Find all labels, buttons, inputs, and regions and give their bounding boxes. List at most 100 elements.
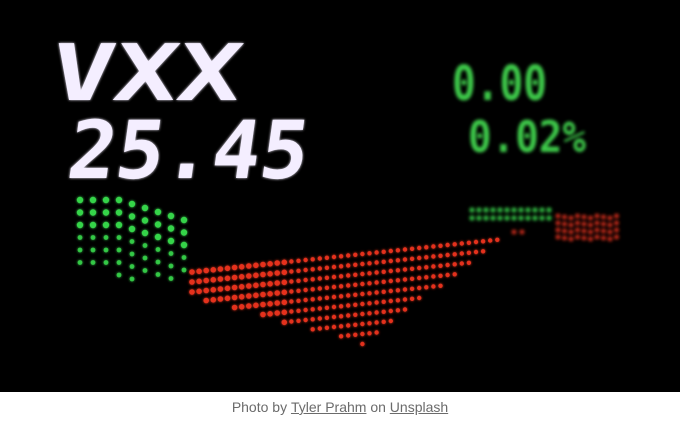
led-dot (180, 229, 188, 236)
led-dot (409, 286, 415, 291)
led-dot (360, 251, 365, 257)
led-dot (409, 266, 415, 271)
led-dot (116, 235, 122, 240)
led-dot (388, 278, 393, 284)
led-dot (317, 306, 322, 311)
led-dot (168, 263, 174, 269)
led-dot (203, 277, 209, 284)
led-dot (76, 196, 84, 204)
led-dot (129, 276, 135, 282)
led-dot (525, 215, 531, 221)
led-dot (324, 305, 330, 310)
led-dot (381, 259, 386, 264)
led-dot (231, 274, 238, 281)
led-dot (452, 262, 457, 267)
led-dot (568, 229, 574, 235)
led-dot (141, 217, 149, 224)
led-dot (103, 235, 109, 240)
led-dot (601, 228, 606, 234)
led-dot (260, 281, 266, 288)
led-dot (353, 262, 358, 267)
led-dot (360, 261, 365, 267)
led-dot (480, 249, 486, 254)
led-dot (89, 221, 97, 229)
led-dot (374, 250, 379, 255)
led-dot (555, 213, 561, 219)
led-dot (360, 271, 365, 277)
led-dot (601, 221, 606, 227)
led-dot (431, 254, 436, 259)
led-dot (575, 220, 580, 226)
led-dot (353, 282, 358, 287)
led-dot (438, 253, 443, 258)
led-dot (289, 259, 294, 264)
led-dot (374, 330, 379, 335)
led-dot (417, 265, 422, 271)
led-dot (338, 284, 344, 289)
led-dot (155, 259, 161, 265)
led-dot (129, 239, 135, 244)
led-dot (490, 207, 496, 213)
led-dot (167, 237, 175, 245)
led-dot (246, 273, 252, 279)
led-dot (381, 309, 386, 314)
led-dot (317, 296, 322, 301)
led-dot (167, 225, 175, 232)
led-dot (289, 319, 294, 324)
led-dot (224, 285, 231, 292)
led-dot (281, 309, 288, 316)
caption-middle: on (370, 399, 386, 415)
led-dot (115, 196, 123, 204)
led-dot (388, 298, 393, 304)
led-dot (367, 291, 372, 296)
led-dot (155, 272, 161, 277)
unsplash-link[interactable]: Unsplash (389, 399, 449, 415)
led-dot (331, 254, 337, 260)
led-dot (388, 258, 393, 264)
led-dot (142, 255, 148, 261)
led-dot (381, 289, 386, 294)
led-dot (353, 332, 358, 337)
led-dot (331, 304, 337, 310)
led-dot (324, 315, 330, 320)
led-dot (90, 247, 96, 253)
led-dot (274, 300, 281, 306)
led-dot (395, 258, 401, 263)
led-dot (431, 244, 436, 249)
ticker-symbol-and-price: VXX 25.45 (45, 28, 315, 197)
led-dot (289, 289, 294, 294)
led-dot (253, 272, 259, 279)
led-dot (452, 242, 457, 247)
led-dot (154, 208, 162, 216)
led-dot (374, 260, 379, 265)
led-dot (253, 292, 259, 299)
led-dot (331, 324, 337, 330)
led-dot (267, 261, 273, 267)
led-dot (77, 235, 83, 240)
led-dot (459, 241, 464, 246)
led-dot (424, 245, 429, 250)
led-dot (473, 249, 479, 255)
led-dot (260, 301, 266, 308)
author-link[interactable]: Tyler Prahm (290, 399, 367, 415)
led-dot (77, 260, 83, 265)
led-dot (141, 204, 149, 212)
led-dot (103, 260, 109, 265)
led-dot (310, 267, 315, 272)
led-dot (274, 260, 281, 266)
led-dot (532, 215, 538, 221)
led-dot (281, 299, 288, 306)
led-dot (89, 209, 97, 216)
led-dot (281, 269, 288, 276)
led-dot (338, 254, 344, 259)
led-dot (374, 310, 379, 315)
led-dot (466, 260, 472, 265)
led-dot (614, 213, 619, 219)
led-dot (238, 264, 245, 270)
led-dot (331, 314, 337, 320)
led-dot (303, 317, 308, 323)
led-dot (438, 263, 443, 268)
led-dot (395, 308, 401, 313)
led-dot (601, 235, 606, 241)
led-dot (511, 207, 517, 213)
